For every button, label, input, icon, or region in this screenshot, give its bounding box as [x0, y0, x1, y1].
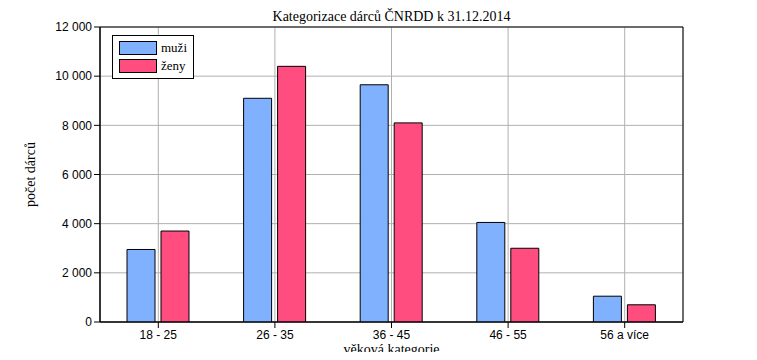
svg-text:0: 0	[85, 315, 92, 329]
svg-text:10 000: 10 000	[55, 69, 92, 83]
html-text:muži: muži	[161, 40, 187, 55]
svg-text:36 - 45: 36 - 45	[373, 328, 411, 342]
svg-text:6 000: 6 000	[62, 168, 92, 182]
svg-text:počet dárců: počet dárců	[23, 142, 38, 207]
svg-text:4 000: 4 000	[62, 217, 92, 231]
svg-text:46 - 55: 46 - 55	[489, 328, 527, 342]
svg-text:56 a více: 56 a více	[600, 328, 649, 342]
svg-text:26 - 35: 26 - 35	[256, 328, 294, 342]
svg-text:věková kategorie: věková kategorie	[343, 342, 439, 352]
svg-text:8 000: 8 000	[62, 119, 92, 133]
svg-text:12 000: 12 000	[55, 20, 92, 34]
html-text:ženy: ženy	[161, 58, 186, 73]
svg-text:2 000: 2 000	[62, 266, 92, 280]
html-text:Kategorizace dárců ČNRDD k 31.: Kategorizace dárců ČNRDD k 31.12.2014	[272, 9, 511, 24]
svg-text:18 - 25: 18 - 25	[140, 328, 178, 342]
